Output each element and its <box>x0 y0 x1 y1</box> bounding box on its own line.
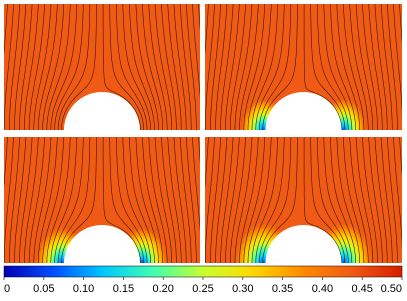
colorbar-tick-label: 0.25 <box>192 283 213 295</box>
streamline <box>0 4 1 130</box>
colorbar-tick-label: 0.30 <box>232 283 253 295</box>
colorbar-scale <box>4 266 402 277</box>
colorbar-tick-label: 0.05 <box>33 283 54 295</box>
colorbar-tick-label: 0.10 <box>73 283 94 295</box>
panels <box>0 4 407 296</box>
colorbar: 0 0.05 0.10 0.15 0.20 0.25 0.30 0.35 0.40 0.45 0.5… <box>4 266 402 295</box>
panel <box>0 4 212 130</box>
colorbar-tick-label: 0.35 <box>272 283 293 295</box>
colorbar-tick-label: 0.40 <box>312 283 333 295</box>
streamline <box>0 137 1 263</box>
colorbar-tick-label: 0.50 <box>381 283 402 295</box>
colorbar-tick-label: 0.45 <box>351 283 372 295</box>
colorbar-tick-label: 0 <box>4 283 10 295</box>
colorbar-tick-label: 0.15 <box>113 283 134 295</box>
colorbar-tick-label: 0.20 <box>152 283 173 295</box>
